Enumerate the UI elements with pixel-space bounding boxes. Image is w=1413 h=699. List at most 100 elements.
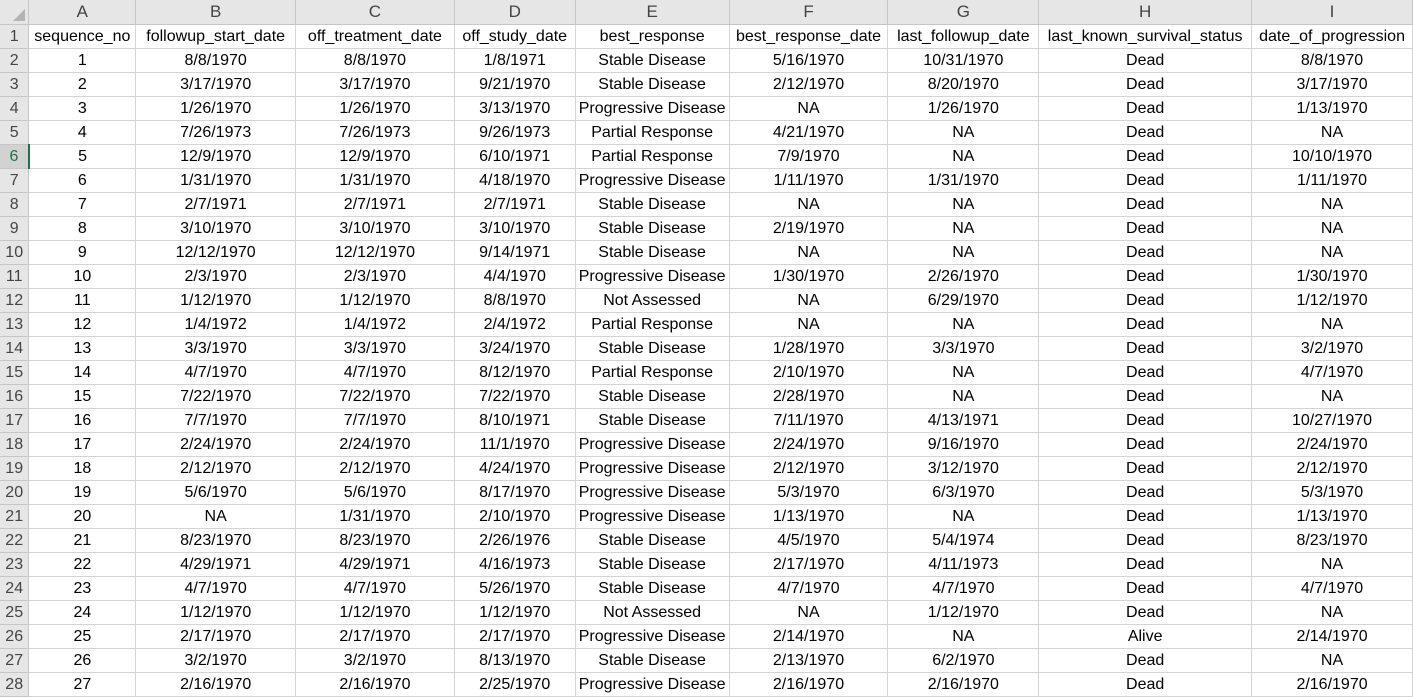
data-cell[interactable]: 2/24/1970 [1251,432,1413,457]
row-header[interactable]: 9 [0,216,30,241]
data-cell[interactable]: Dead [1038,336,1253,361]
data-cell[interactable]: Stable Disease [575,576,730,601]
data-cell[interactable]: 5/3/1970 [1251,480,1413,505]
data-cell[interactable]: 3/17/1970 [295,72,455,97]
data-cell[interactable]: 23 [28,576,137,601]
data-cell[interactable]: 10/27/1970 [1251,408,1413,433]
data-cell[interactable]: NA [729,600,889,625]
header-cell[interactable]: followup_start_date [135,24,297,49]
data-cell[interactable]: Stable Disease [575,384,730,409]
data-cell[interactable]: 5/4/1974 [887,528,1040,553]
data-cell[interactable]: 7/22/1970 [295,384,455,409]
data-cell[interactable]: NA [887,216,1040,241]
data-cell[interactable]: 25 [28,624,137,649]
data-cell[interactable]: 1/4/1972 [295,312,455,337]
row-header[interactable]: 24 [0,576,30,601]
column-header[interactable]: C [295,0,455,25]
data-cell[interactable]: 12/12/1970 [295,240,455,265]
data-cell[interactable]: 1/12/1970 [135,288,297,313]
data-cell[interactable]: 1/12/1970 [1251,288,1413,313]
data-cell[interactable]: 2/24/1970 [729,432,889,457]
data-cell[interactable]: NA [887,120,1040,145]
row-header[interactable]: 10 [0,240,30,265]
header-cell[interactable]: last_known_survival_status [1038,24,1253,49]
data-cell[interactable]: 3/17/1970 [1251,72,1413,97]
column-header[interactable]: E [575,0,730,25]
data-cell[interactable]: 8 [28,216,137,241]
column-header[interactable]: A [28,0,137,25]
row-header[interactable]: 22 [0,528,30,553]
data-cell[interactable]: 3/17/1970 [135,72,297,97]
data-cell[interactable]: 2/17/1970 [295,624,455,649]
data-cell[interactable]: Progressive Disease [575,264,730,289]
data-cell[interactable]: 19 [28,480,137,505]
data-cell[interactable]: NA [1251,192,1413,217]
data-cell[interactable]: 4 [28,120,137,145]
data-cell[interactable]: 9/14/1971 [454,240,576,265]
data-cell[interactable]: 18 [28,456,137,481]
row-header[interactable]: 14 [0,336,30,361]
data-cell[interactable]: 7/9/1970 [729,144,889,169]
row-header[interactable]: 23 [0,552,30,577]
data-cell[interactable]: 6/3/1970 [887,480,1040,505]
row-header[interactable]: 3 [0,72,30,97]
data-cell[interactable]: 2/16/1970 [1251,672,1413,697]
data-cell[interactable]: Partial Response [575,312,730,337]
data-cell[interactable]: 2/12/1970 [1251,456,1413,481]
data-cell[interactable]: 10 [28,264,137,289]
data-cell[interactable]: Dead [1038,48,1253,73]
data-cell[interactable]: 1/12/1970 [295,600,455,625]
column-header[interactable]: I [1251,0,1413,25]
data-cell[interactable]: Partial Response [575,360,730,385]
data-cell[interactable]: Dead [1038,480,1253,505]
data-cell[interactable]: 6 [28,168,137,193]
data-cell[interactable]: NA [887,504,1040,529]
data-cell[interactable]: 7/22/1970 [454,384,576,409]
data-cell[interactable]: 26 [28,648,137,673]
data-cell[interactable]: 1/8/1971 [454,48,576,73]
data-cell[interactable]: 1/31/1970 [295,504,455,529]
data-cell[interactable]: 2/7/1971 [454,192,576,217]
data-cell[interactable]: Stable Disease [575,408,730,433]
data-cell[interactable]: 4/16/1973 [454,552,576,577]
data-cell[interactable]: 1/11/1970 [1251,168,1413,193]
data-cell[interactable]: 2/16/1970 [887,672,1040,697]
row-header[interactable]: 27 [0,648,30,673]
row-header[interactable]: 20 [0,480,30,505]
data-cell[interactable]: NA [887,144,1040,169]
data-cell[interactable]: Dead [1038,384,1253,409]
data-cell[interactable]: 2 [28,72,137,97]
data-cell[interactable]: 3/10/1970 [135,216,297,241]
data-cell[interactable]: 8/8/1970 [454,288,576,313]
data-cell[interactable]: NA [1251,312,1413,337]
data-cell[interactable]: 1/26/1970 [887,96,1040,121]
data-cell[interactable]: 7/11/1970 [729,408,889,433]
data-cell[interactable]: 3/10/1970 [454,216,576,241]
data-cell[interactable]: 1/12/1970 [887,600,1040,625]
header-cell[interactable]: last_followup_date [887,24,1040,49]
data-cell[interactable]: NA [729,192,889,217]
data-cell[interactable]: 8/8/1970 [135,48,297,73]
data-cell[interactable]: NA [135,504,297,529]
data-cell[interactable]: 2/12/1970 [135,456,297,481]
data-cell[interactable]: Stable Disease [575,72,730,97]
data-cell[interactable]: Dead [1038,72,1253,97]
data-cell[interactable]: Progressive Disease [575,432,730,457]
data-cell[interactable]: 10/31/1970 [887,48,1040,73]
data-cell[interactable]: Not Assessed [575,288,730,313]
data-cell[interactable]: 3 [28,96,137,121]
data-cell[interactable]: 22 [28,552,137,577]
select-all-corner[interactable] [0,0,30,25]
data-cell[interactable]: Progressive Disease [575,504,730,529]
data-cell[interactable]: Stable Disease [575,336,730,361]
data-cell[interactable]: Progressive Disease [575,456,730,481]
data-cell[interactable]: 12 [28,312,137,337]
header-cell[interactable]: best_response_date [729,24,889,49]
data-cell[interactable]: 9 [28,240,137,265]
data-cell[interactable]: 4/4/1970 [454,264,576,289]
data-cell[interactable]: NA [729,288,889,313]
data-cell[interactable]: 1/31/1970 [135,168,297,193]
data-cell[interactable]: 1/12/1970 [295,288,455,313]
data-cell[interactable]: 2/16/1970 [135,672,297,697]
data-cell[interactable]: Dead [1038,528,1253,553]
